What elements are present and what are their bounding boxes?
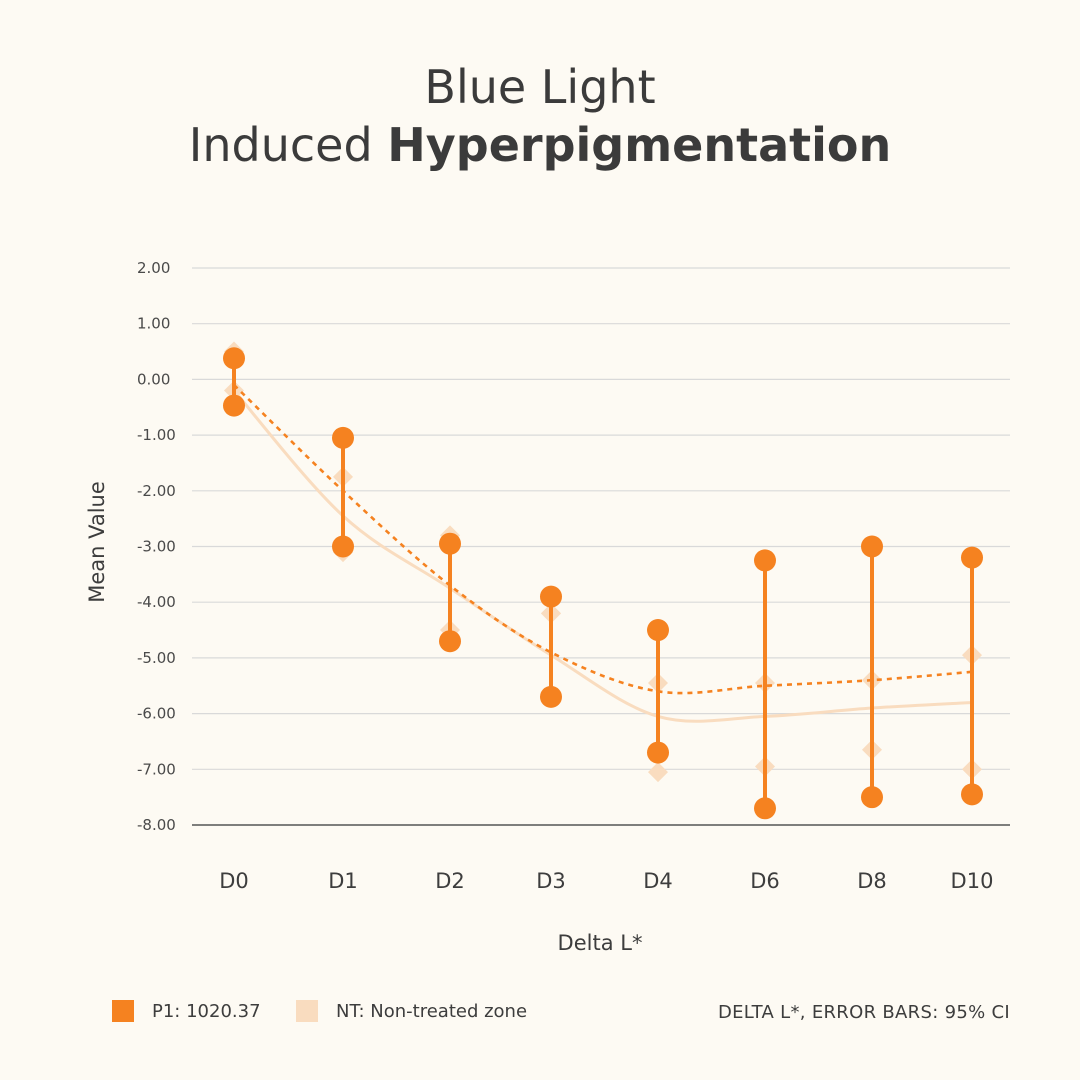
y-tick-label: -4.00 [137,593,176,611]
x-tick-label: D2 [435,869,465,893]
y-tick-label: -8.00 [137,816,176,834]
x-tick-label: D3 [536,869,566,893]
nt-ci-marker [648,762,668,783]
legend-swatch-nt [296,1000,318,1022]
y-tick-label: -6.00 [137,705,176,723]
legend-item-nt: NT: Non-treated zone [296,1000,527,1022]
chart: 2.00 1.00 0.00 -1.00 -2.00 -3.00 -4.00 -5.00 -6.… [85,259,1010,955]
x-tick-label: D8 [857,869,887,893]
x-tick-label: D1 [328,869,358,893]
y-tick-label: -5.00 [137,649,176,667]
x-axis-label: Delta L* [558,931,643,955]
p1-ci-high-marker [540,585,562,608]
p1-ci-low-marker [647,741,669,764]
p1-ci-low-marker [223,394,245,417]
legend-swatch-p1 [112,1000,134,1022]
y-tick-labels: 2.00 1.00 0.00 -1.00 -2.00 -3.00 -4.00 -5.00 -6.… [137,259,176,834]
y-tick-label: -1.00 [137,426,176,444]
p1-ci-high-marker [961,546,983,569]
chart-title: Blue Light Induced Hyperpigmentation [0,58,1080,174]
y-axis-label: Mean Value [85,481,109,603]
grid-lines [192,267,1010,826]
p1-ci-high-marker [647,619,669,642]
p1-ci-high-marker [332,426,354,449]
nt-series [224,341,982,783]
legend-note: DELTA L*, ERROR BARS: 95% CI [717,1002,1010,1023]
y-tick-label: -2.00 [137,482,176,500]
legend-item-p1: P1: 1020.37 [112,1000,261,1022]
p1-ci-high-marker [861,535,883,558]
y-tick-label: -3.00 [137,538,176,556]
title-line-2-bold: Hyperpigmentation [387,118,892,172]
legend: P1: 1020.37 NT: Non-treated zone DELTA L… [0,1000,1080,1030]
x-tick-label: D6 [750,869,780,893]
p1-ci-low-marker [861,786,883,809]
y-tick-label: 0.00 [137,370,170,388]
y-tick-label: 1.00 [137,315,170,333]
p1-ci-low-marker [961,783,983,806]
p1-ci-high-marker [223,347,245,370]
x-tick-labels: D0 D1 D2 D3 D4 D6 D8 D10 [219,869,993,893]
x-tick-label: D10 [951,869,994,893]
legend-label-p1: P1: 1020.37 [152,1000,261,1022]
y-tick-label: -7.00 [137,760,176,778]
p1-ci-low-marker [540,685,562,708]
title-line-1: Blue Light [424,60,656,114]
x-tick-label: D0 [219,869,249,893]
p1-ci-high-marker [439,532,461,555]
title-line-2: Induced Hyperpigmentation [0,116,1080,174]
title-line-2-regular: Induced [188,118,388,172]
p1-ci-low-marker [332,535,354,558]
y-tick-label: 2.00 [137,259,170,277]
p1-ci-low-marker [439,630,461,653]
p1-ci-low-marker [754,797,776,820]
p1-series [223,347,983,820]
legend-label-nt: NT: Non-treated zone [336,1000,528,1022]
x-tick-label: D4 [643,869,673,893]
p1-ci-high-marker [754,549,776,572]
